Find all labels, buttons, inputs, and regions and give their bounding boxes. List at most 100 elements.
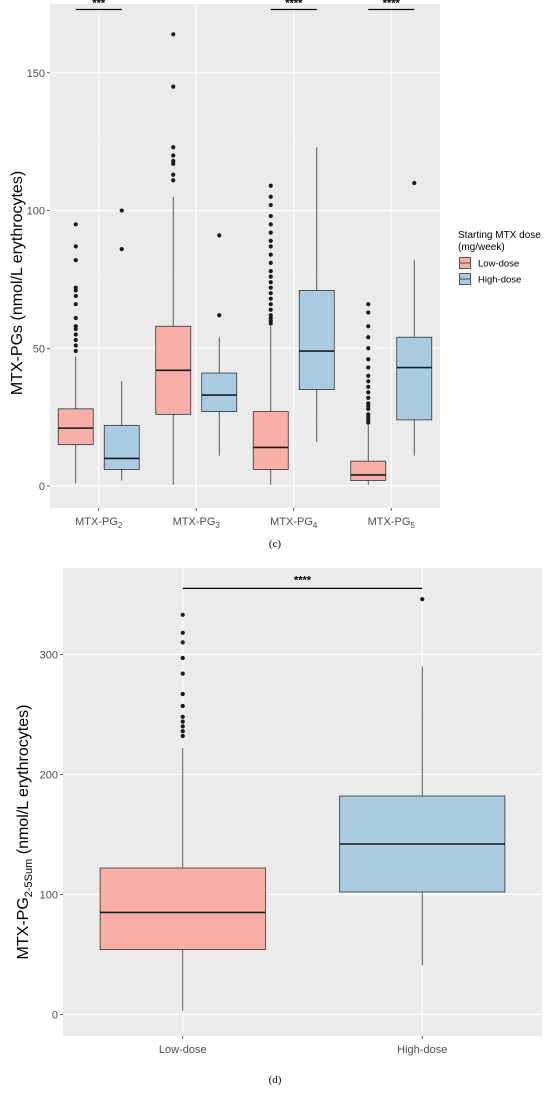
outlier-point-low-dose: [366, 412, 371, 417]
outlier-point-low-dose: [180, 640, 185, 645]
x-tick-label: MTX-PG2: [75, 516, 123, 530]
x-tick-label-subscript: 3: [215, 521, 220, 530]
outlier-point-low-dose: [180, 729, 185, 734]
significance-label: ****: [383, 0, 401, 10]
box-low-dose: [252, 411, 289, 470]
panel-c-gridlines: [50, 4, 440, 508]
outlier-point-low-dose: [73, 343, 78, 348]
y-tick-label: 0: [52, 1009, 58, 1021]
y-tick-label: 200: [40, 769, 58, 781]
box-low-dose: [99, 867, 266, 950]
box-low-dose: [57, 408, 94, 446]
outlier-point-low-dose: [73, 293, 78, 299]
panel-c-marks: *** **** ****: [57, 0, 433, 485]
outlier-point-low-dose: [268, 222, 273, 227]
outlier-point-low-dose: [73, 302, 78, 307]
outlier-point-low-dose: [268, 291, 273, 296]
panel-d-axes: 0 100 200 300 Low-dose High-dose: [40, 649, 448, 1056]
x-tick-label: High-dose: [397, 1044, 447, 1056]
outlier-point-low-dose: [268, 213, 273, 219]
outlier-point-low-dose: [73, 258, 78, 263]
outlier-point-low-dose: [180, 703, 185, 709]
panel-d-marks: ****: [99, 574, 506, 1011]
outlier-point-low-dose: [366, 310, 371, 315]
outlier-point-low-dose: [366, 335, 371, 340]
outlier-point-low-dose: [268, 280, 273, 285]
outlier-point-low-dose: [180, 630, 185, 635]
outlier-point-low-dose: [268, 274, 273, 279]
x-tick-label: Low-dose: [159, 1044, 207, 1056]
outlier-point-low-dose: [171, 84, 176, 89]
outlier-point-low-dose: [268, 252, 273, 257]
outlier-point-low-dose: [366, 373, 371, 378]
outlier-point-low-dose: [171, 178, 176, 183]
outlier-point-low-dose: [73, 315, 78, 321]
box-high-dose: [103, 424, 140, 470]
outlier-point-low-dose: [366, 395, 371, 400]
outlier-point-low-dose: [268, 313, 273, 318]
legend-label-low-dose: Low-dose: [478, 259, 519, 270]
box-high-dose: [396, 336, 433, 421]
x-tick-label-base: MTX-PG: [270, 516, 313, 528]
outlier-point-low-dose: [268, 302, 273, 307]
x-tick-label-base: MTX-PG: [75, 516, 118, 528]
x-tick-label-subscript: 5: [410, 521, 415, 530]
outlier-point-low-dose: [171, 32, 176, 37]
outlier-point-low-dose: [180, 733, 185, 739]
x-tick-label-subscript: 2: [118, 521, 123, 530]
outlier-point-low-dose: [180, 691, 185, 697]
significance-label: ***: [92, 0, 106, 10]
x-tick-label-base: MTX-PG: [173, 516, 216, 528]
outlier-point-low-dose: [268, 285, 273, 290]
outlier-point-low-dose: [73, 337, 78, 343]
significance-label: ****: [294, 574, 312, 586]
outlier-point-low-dose: [268, 238, 273, 243]
panel-d-y-title-subscript: 2-5Sum: [23, 859, 35, 898]
significance-label: ****: [285, 0, 303, 10]
outlier-point-high-dose: [420, 597, 425, 602]
y-tick-label: 100: [27, 206, 45, 218]
outlier-point-low-dose: [268, 260, 273, 265]
outlier-point-low-dose: [366, 365, 371, 370]
y-tick-label: 50: [33, 343, 45, 355]
outlier-point-low-dose: [180, 714, 185, 719]
legend-label-high-dose: High-dose: [478, 275, 521, 286]
outlier-point-low-dose: [73, 348, 78, 354]
outlier-point-low-dose: [366, 302, 371, 307]
y-tick-label: 150: [27, 68, 45, 80]
outlier-point-low-dose: [180, 612, 185, 617]
outlier-point-low-dose: [366, 390, 371, 395]
outlier-point-low-dose: [171, 158, 176, 164]
y-tick-label: 100: [40, 889, 58, 901]
panel-c-legend: Starting MTX dose (mg/week) Low-dose Hig…: [458, 230, 541, 286]
outlier-point-low-dose: [268, 194, 273, 199]
outlier-point-low-dose: [268, 183, 273, 188]
panel-c-background: [50, 4, 440, 508]
box-low-dose: [350, 460, 387, 481]
outlier-point-low-dose: [73, 244, 78, 249]
outlier-point-low-dose: [73, 332, 78, 337]
x-tick-label-base: MTX-PG: [368, 516, 411, 528]
panel-d-y-title-rest: (nmol/L erythrocytes): [15, 705, 32, 859]
box-high-dose: [201, 372, 238, 413]
outlier-point-low-dose: [171, 172, 176, 177]
outlier-point-low-dose: [73, 324, 78, 329]
outlier-point-low-dose: [171, 153, 176, 158]
outlier-point-low-dose: [366, 401, 371, 406]
outlier-point-high-dose: [119, 247, 124, 252]
outlier-point-high-dose: [217, 313, 222, 318]
outlier-point-low-dose: [268, 269, 273, 274]
outlier-point-high-dose: [217, 233, 222, 238]
outlier-point-high-dose: [119, 208, 124, 213]
panel-d-label: (d): [269, 1074, 282, 1086]
box-high-dose: [298, 290, 335, 390]
x-tick-label: MTX-PG3: [173, 516, 221, 530]
panel-d-y-axis-title: MTX-PG2-5Sum (nmol/L erythrocytes): [15, 705, 35, 960]
outlier-point-low-dose: [268, 296, 273, 301]
outlier-point-low-dose: [180, 671, 185, 676]
x-tick-label-subscript: 4: [313, 521, 318, 530]
legend-title-line1: Starting MTX dose: [458, 230, 541, 241]
outlier-point-low-dose: [366, 379, 371, 384]
